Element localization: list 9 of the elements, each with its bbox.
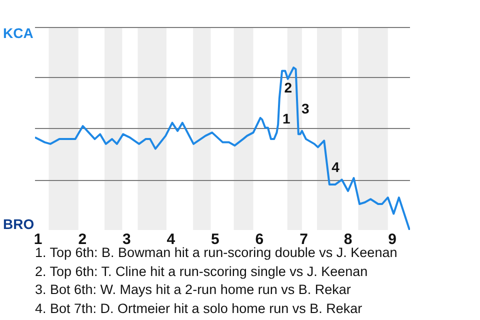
annotation: 1 [282, 110, 291, 126]
text: 3. Bot 6th: W. Mays hit a 2-run home run vs B. Rekar [35, 281, 352, 299]
text: 4. Bot 7th: D. Ortmeier hit a solo home run vs B. Rekar [35, 300, 364, 318]
annotation: 4 [332, 159, 340, 176]
text: KCA [3, 25, 34, 41]
text: 2. Top 6th: T. Cline hit a run-scoring single vs J. Keenan [35, 262, 369, 281]
annotation: 3 [302, 100, 310, 117]
annotation: 2 [284, 80, 292, 96]
text: BRO [3, 216, 34, 232]
